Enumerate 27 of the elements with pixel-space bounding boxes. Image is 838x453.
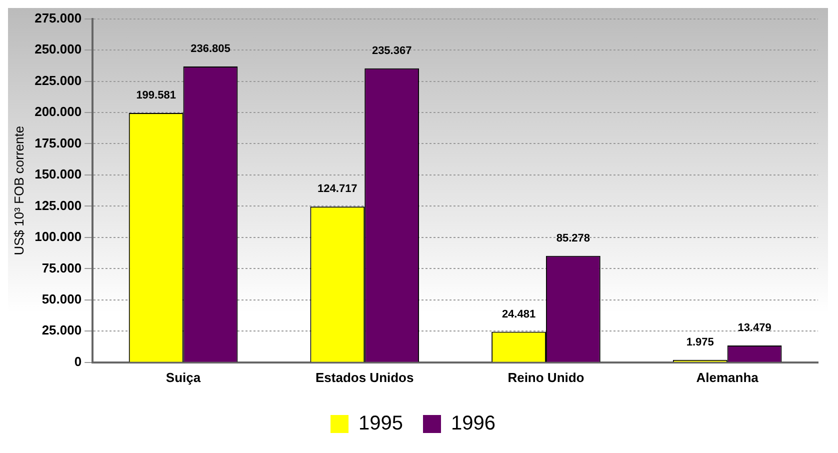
y-tick-label: 0 xyxy=(74,354,82,369)
data-label: 199.581 xyxy=(136,90,176,102)
y-tick-label: 175.000 xyxy=(34,135,82,150)
y-tick-label: 25.000 xyxy=(42,322,82,338)
data-label: 124.717 xyxy=(318,183,358,196)
x-tick-label: Estados Unidos xyxy=(315,370,414,385)
legend-label: 1995 xyxy=(358,412,404,435)
y-tick-label: 125.000 xyxy=(34,198,82,213)
x-tick-label: Alemanha xyxy=(696,370,760,385)
data-label: 85.278 xyxy=(556,232,590,244)
data-label: 13.479 xyxy=(738,322,772,334)
data-label: 235.367 xyxy=(372,44,412,57)
y-axis-title: US$ 10³ FOB corrente xyxy=(11,126,26,256)
y-tick-label: 275.000 xyxy=(34,10,82,26)
y-tick-label: 150.000 xyxy=(34,166,82,182)
data-label: 24.481 xyxy=(502,308,536,320)
x-tick-label: Suiça xyxy=(166,370,202,385)
data-label: 1.975 xyxy=(686,336,714,348)
y-tick-label: 200.000 xyxy=(34,104,82,120)
y-tick-label: 225.000 xyxy=(34,72,82,88)
y-tick-label: 100.000 xyxy=(34,229,82,244)
legend-label: 1996 xyxy=(451,412,496,435)
data-label: 236.805 xyxy=(190,43,230,56)
y-tick-label: 250.000 xyxy=(34,42,82,57)
x-tick-label: Reino Unido xyxy=(508,370,584,385)
y-tick-label: 75.000 xyxy=(42,260,82,276)
y-tick-label: 50.000 xyxy=(42,292,82,307)
